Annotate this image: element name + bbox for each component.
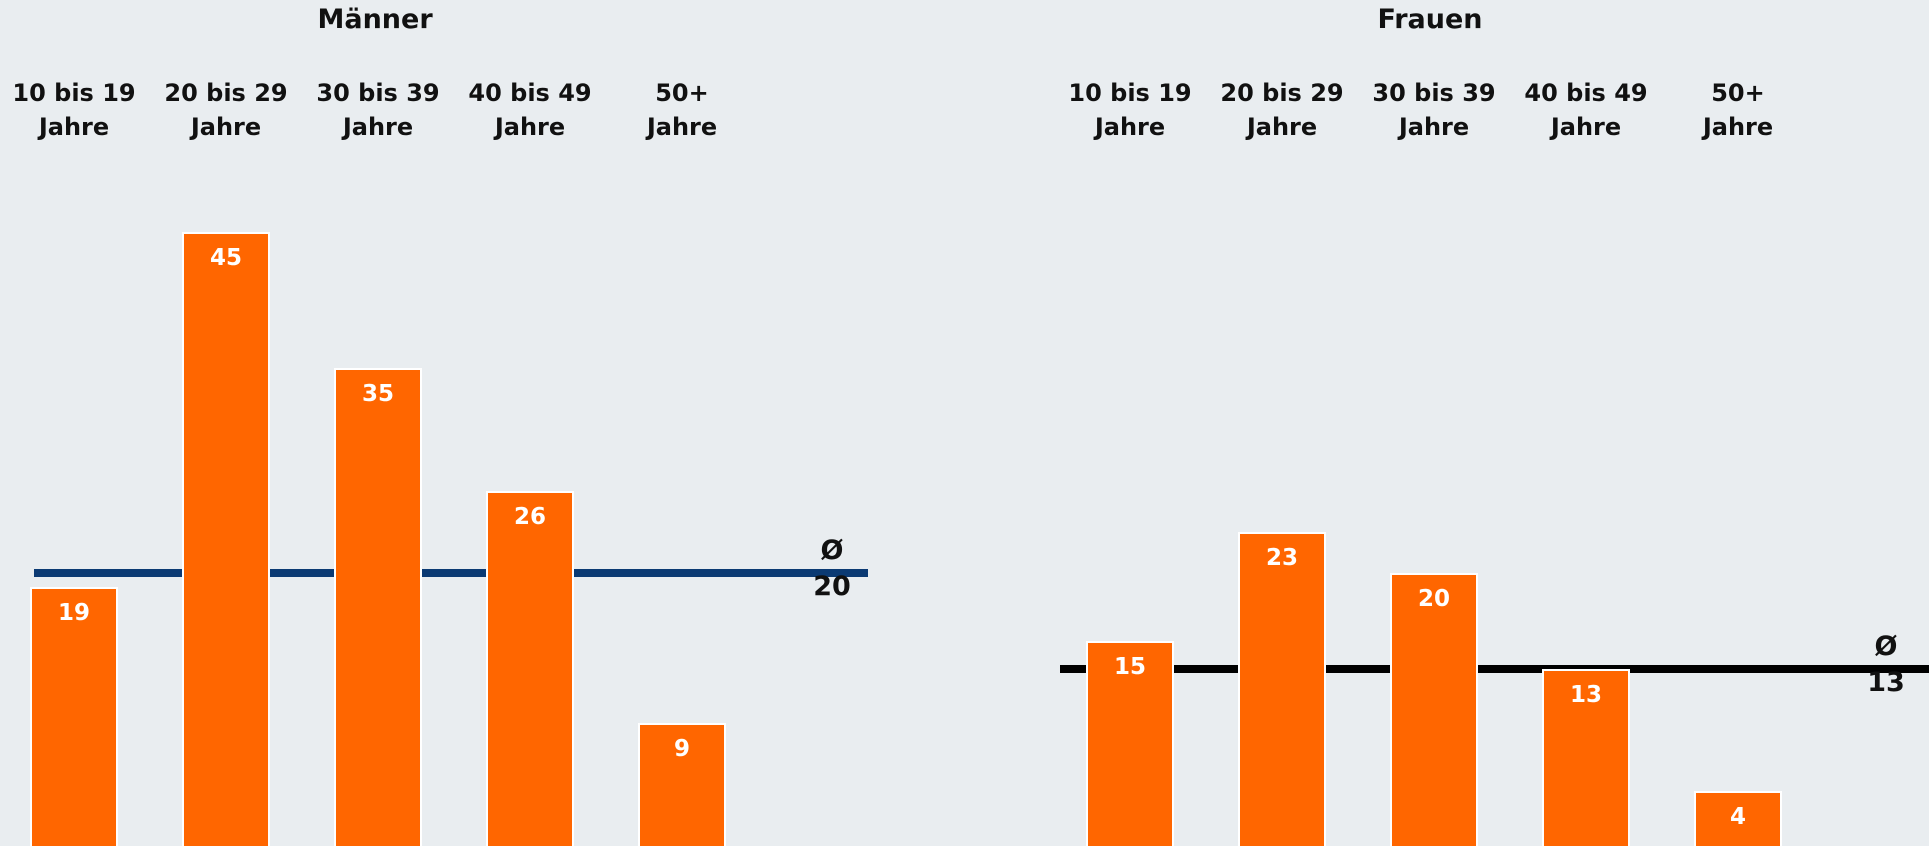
- bar-value-label: 15: [1113, 654, 1146, 681]
- bar-value-label: 35: [361, 381, 394, 408]
- category-label: 30 bis 39 Jahre: [316, 79, 440, 141]
- bar-value-label: 13: [1569, 681, 1602, 708]
- chart-frauen: Frauen Ø 13 10 bis 19 Jahre 15 20 bis 29 Jahre 2…: [1060, 0, 1929, 846]
- average-value: 20: [813, 571, 851, 603]
- bar: [30, 586, 118, 846]
- category-label: 20 bis 29 Jahre: [164, 79, 288, 141]
- average-symbol: Ø: [1874, 630, 1898, 662]
- bar: [1238, 532, 1326, 846]
- category-label: 20 bis 29 Jahre: [1220, 79, 1344, 141]
- bar-value-label: 20: [1417, 586, 1450, 613]
- bar: [486, 491, 574, 846]
- bar-value-label: 19: [57, 599, 90, 626]
- bar-value-label: 9: [673, 736, 690, 763]
- chart-maenner: Männer Ø 20 10 bis 19 Jahre 19 20 bis 29 Jahre 4…: [0, 0, 880, 846]
- bar: [1390, 573, 1478, 846]
- average-value: 13: [1867, 666, 1905, 698]
- average-line: [34, 569, 868, 578]
- category-label: 10 bis 19 Jahre: [1068, 79, 1192, 141]
- bar-value-label: 4: [1729, 804, 1746, 831]
- bar: [638, 723, 726, 846]
- category-label: 40 bis 49 Jahre: [1524, 79, 1648, 141]
- category-label: 50+ Jahre: [646, 79, 718, 141]
- bar: [334, 368, 422, 846]
- chart-title: Frauen: [1377, 4, 1483, 35]
- category-label: 50+ Jahre: [1702, 79, 1774, 141]
- bar: [1542, 668, 1630, 846]
- bar: [182, 232, 270, 846]
- category-label: 10 bis 19 Jahre: [12, 79, 136, 141]
- category-label: 30 bis 39 Jahre: [1372, 79, 1496, 141]
- category-label: 40 bis 49 Jahre: [468, 79, 592, 141]
- chart-title: Männer: [317, 4, 433, 35]
- bar-value-label: 45: [209, 245, 242, 271]
- bar-value-label: 23: [1265, 545, 1298, 572]
- bar: [1694, 791, 1782, 846]
- average-symbol: Ø: [820, 535, 844, 567]
- bar: [1086, 641, 1174, 846]
- bar-value-label: 26: [513, 504, 546, 531]
- average-line: [1060, 664, 1929, 673]
